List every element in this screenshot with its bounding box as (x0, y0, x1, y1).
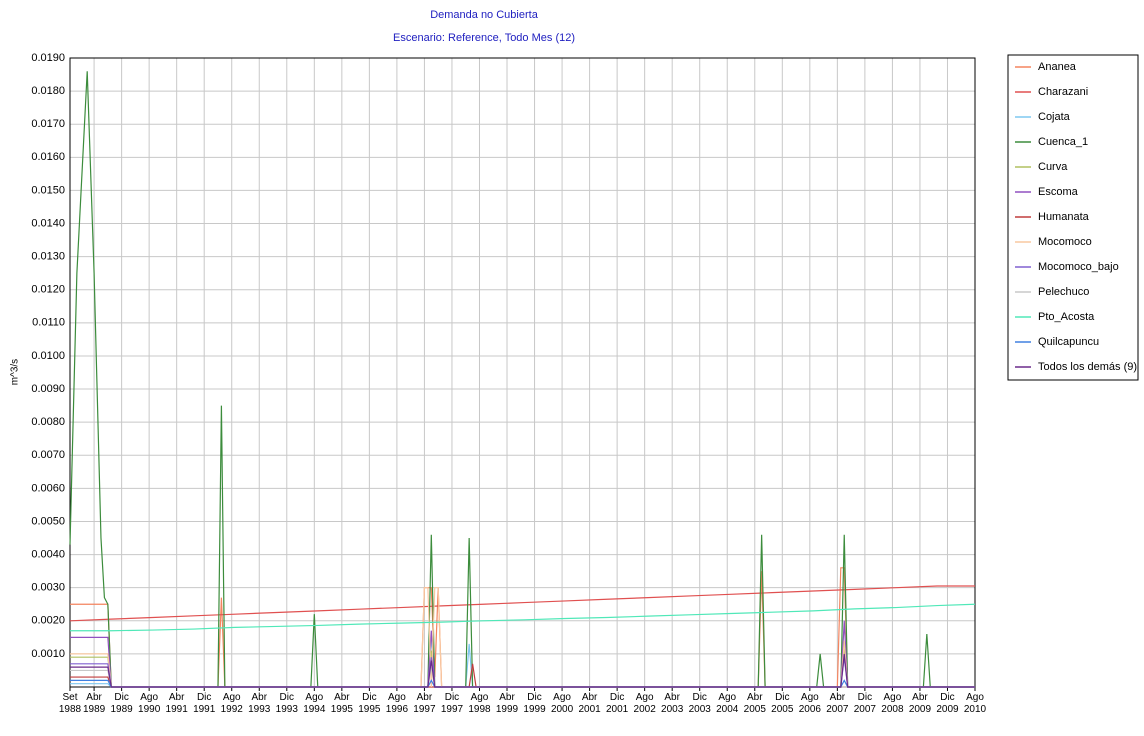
legend-label: Humanata (1038, 211, 1090, 223)
x-tick-label: Ago 1990 (138, 692, 161, 715)
x-tick-label: Ago 2000 (550, 692, 574, 715)
legend-label: Curva (1038, 161, 1068, 173)
x-tick-label: Abr 2005 (743, 692, 766, 715)
y-tick-label: 0.0040 (31, 548, 65, 560)
legend-label: Todos los demás (9) (1038, 361, 1137, 373)
y-tick-label: 0.0080 (31, 416, 65, 428)
y-tick-label: 0.0030 (31, 582, 65, 594)
legend-label: Cuenca_1 (1038, 136, 1088, 148)
legend-label: Mocomoco_bajo (1038, 261, 1119, 273)
y-tick-label: 0.0050 (31, 515, 65, 527)
x-tick-label: Abr 1989 (82, 692, 106, 715)
y-tick-label: 0.0150 (31, 184, 65, 196)
plot-border (69, 57, 976, 688)
x-tick-label: Abr 1997 (413, 692, 436, 715)
x-tick-label: Abr 2009 (908, 692, 932, 715)
legend-label: Mocomoco (1038, 236, 1092, 248)
x-tick-label: Ago 2010 (963, 692, 987, 715)
x-tick-label: Abr 2007 (826, 692, 849, 715)
x-tick-label: Ago 2002 (633, 692, 656, 715)
chart-subtitle: Escenario: Reference, Todo Mes (12) (393, 32, 575, 44)
x-tick-label: Dic 1991 (193, 692, 216, 715)
x-tick-label: Ago 1998 (468, 692, 491, 715)
series-line (70, 647, 975, 688)
y-tick-label: 0.0090 (31, 383, 65, 395)
x-tick-label: Set 1988 (58, 692, 82, 715)
series-line (70, 657, 975, 688)
x-tick-label: Dic 2003 (688, 692, 711, 715)
y-tick-label: 0.0130 (31, 251, 65, 263)
x-tick-label: Abr 1999 (495, 692, 519, 715)
x-tick-label: Ago 2006 (798, 692, 821, 715)
legend-label: Charazani (1038, 86, 1088, 98)
y-tick-label: 0.0170 (31, 118, 65, 130)
legend-label: Escoma (1038, 186, 1079, 198)
series-line (70, 667, 975, 688)
legend-label: Quilcapuncu (1038, 336, 1099, 348)
series-line (69, 71, 975, 688)
legend-label: Pto_Acosta (1038, 311, 1095, 323)
x-tick-label: Ago 2008 (881, 692, 904, 715)
series-line (70, 653, 975, 688)
series-line (70, 679, 975, 688)
y-tick-label: 0.0070 (31, 449, 65, 461)
series-line (70, 603, 976, 632)
y-tick-label: 0.0180 (31, 85, 65, 97)
series-line (70, 620, 975, 688)
series-line (69, 585, 975, 622)
x-tick-label: Dic 2001 (606, 692, 629, 715)
x-tick-label: Abr 1991 (165, 692, 188, 715)
x-tick-label: Ago 1992 (220, 692, 243, 715)
x-tick-label: Dic 2009 (936, 692, 959, 715)
x-tick-label: Abr 1995 (330, 692, 353, 715)
y-tick-label: 0.0010 (31, 648, 65, 660)
series-line (70, 637, 975, 688)
x-tick-label: Dic 1997 (440, 692, 464, 715)
x-tick-label: Abr 2003 (661, 692, 684, 715)
y-tick-label: 0.0020 (31, 615, 65, 627)
x-tick-label: Ago 1994 (303, 692, 326, 715)
x-tick-label: Abr 2001 (578, 692, 601, 715)
y-tick-label: 0.0160 (31, 151, 65, 163)
x-tick-label: Dic 1993 (275, 692, 298, 715)
legend-label: Cojata (1038, 111, 1071, 123)
x-tick-label: Dic 2005 (771, 692, 794, 715)
x-tick-label: Ago 1996 (385, 692, 409, 715)
legend-label: Ananea (1038, 61, 1077, 73)
y-axis-label: m^3/s (10, 359, 21, 385)
y-tick-label: 0.0190 (31, 52, 65, 64)
y-tick-label: 0.0140 (31, 217, 65, 229)
y-tick-label: 0.0100 (31, 350, 65, 362)
y-tick-label: 0.0120 (31, 284, 65, 296)
x-tick-label: Dic 1989 (110, 692, 133, 715)
x-tick-label: Ago 2004 (716, 692, 739, 715)
chart-title: Demanda no Cubierta (430, 9, 539, 21)
x-tick-label: Abr 1993 (248, 692, 271, 715)
series-line (70, 663, 975, 688)
legend-label: Pelechuco (1038, 286, 1089, 298)
series-line (70, 567, 975, 688)
y-tick-label: 0.0060 (31, 482, 65, 494)
x-tick-label: Dic 2007 (853, 692, 876, 715)
x-tick-label: Dic 1995 (358, 692, 381, 715)
x-tick-label: Dic 1999 (523, 692, 546, 715)
y-tick-label: 0.0110 (32, 317, 65, 329)
